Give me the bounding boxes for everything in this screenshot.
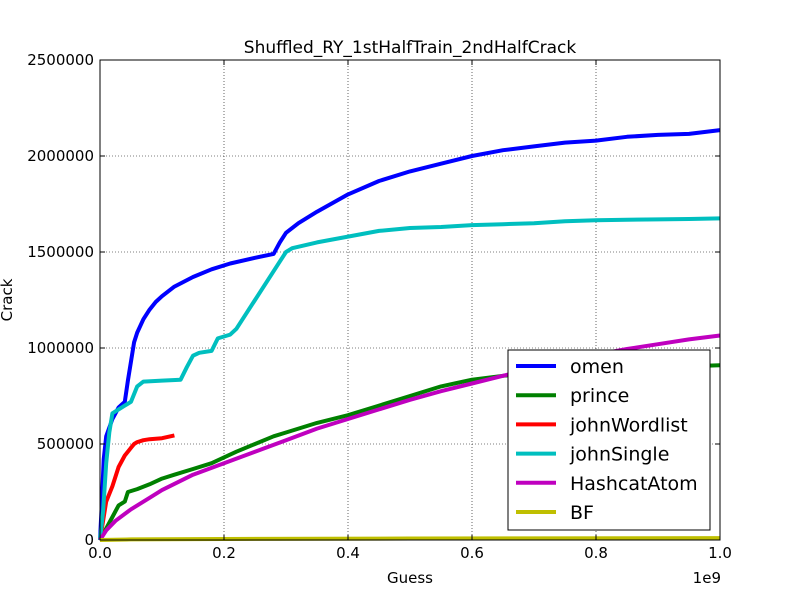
y-tick-label: 2500000 (27, 51, 94, 69)
y-axis-label: Crack (0, 278, 16, 321)
x-tick-label: 0.2 (212, 544, 236, 562)
x-tick-label: 0.6 (460, 544, 484, 562)
x-offset-label: 1e9 (693, 569, 721, 587)
series-line-johnSingle (98, 216, 721, 541)
legend: omen prince johnWordlist johnSingle HashcatA… (507, 349, 711, 531)
legend-label-BF: BF (570, 502, 594, 524)
y-tick-label: 1000000 (27, 339, 94, 357)
y-tick-label: 1500000 (27, 243, 94, 261)
chart-title: Shuffled_RY_1stHalfTrain_2ndHalfCrack (244, 38, 577, 58)
series-line-johnWordlist (98, 433, 175, 541)
series-line-omen (98, 128, 721, 541)
legend-label-HashcatAtom: HashcatAtom (570, 473, 698, 495)
x-tick-label: 1.0 (708, 544, 732, 562)
plot-frame (99, 59, 721, 541)
y-tick-label: 500000 (37, 435, 94, 453)
x-tick-label: 0.0 (88, 544, 112, 562)
legend-label-prince: prince (570, 385, 629, 407)
legend-label-omen: omen (570, 356, 624, 378)
y-tick-label: 2000000 (27, 147, 94, 165)
legend-label-johnWordlist: johnWordlist (569, 414, 688, 436)
x-tick-label: 0.8 (584, 544, 608, 562)
legend-box (507, 349, 711, 531)
x-axis-label: Guess (387, 569, 433, 587)
x-tick-label: 0.4 (336, 544, 360, 562)
ticks: 0.0 0.2 0.4 0.6 0.8 1.0 0 500000 1000000 1500000 2… (27, 51, 732, 562)
legend-label-johnSingle: johnSingle (569, 444, 669, 466)
y-tick-label: 0 (84, 531, 94, 549)
